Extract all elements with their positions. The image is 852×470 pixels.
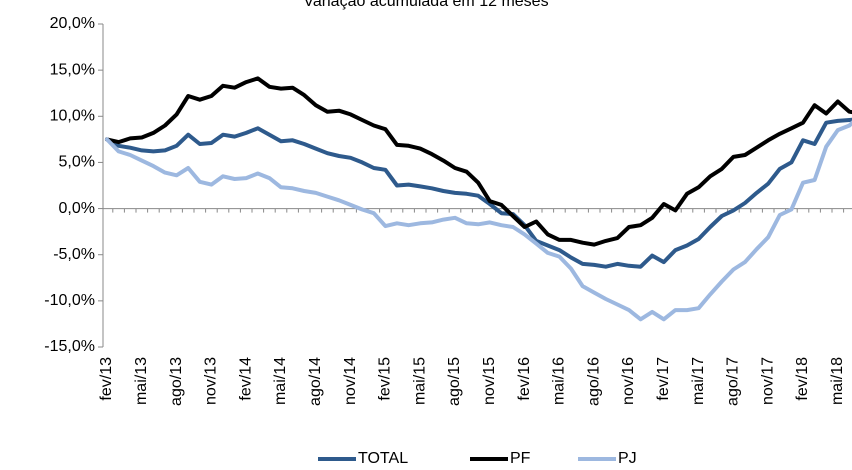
x-tick-label: nov/16 (620, 357, 637, 405)
x-tick-label: ago/14 (307, 357, 324, 406)
x-tick-label: fev/17 (655, 357, 672, 401)
y-tick-label: 15,0% (50, 61, 95, 78)
x-tick-label: ago/16 (585, 357, 602, 406)
legend-label: TOTAL (358, 450, 408, 467)
x-tick-label: fev/18 (794, 357, 811, 401)
x-tick-label: nov/14 (342, 357, 359, 405)
x-tick-label: mai/18 (829, 357, 846, 405)
x-tick-label: ago/17 (725, 357, 742, 406)
series-line (105, 120, 852, 322)
legend-label: PJ (618, 450, 637, 467)
x-tick-label: nov/17 (759, 357, 776, 405)
x-tick-label: ago/13 (168, 357, 185, 406)
x-tick-label: fev/14 (237, 357, 254, 401)
legend-label: PF (510, 450, 531, 467)
x-tick-label: mai/16 (551, 357, 568, 405)
x-tick-label: mai/17 (690, 357, 707, 405)
x-tick-label: fev/13 (98, 357, 115, 401)
x-tick-label: mai/14 (272, 357, 289, 405)
x-tick-label: nov/15 (481, 357, 498, 405)
x-tick-label: fev/15 (377, 357, 394, 401)
chart-title: Variação acumulada em 12 meses (303, 0, 548, 10)
x-tick-label: fev/16 (516, 357, 533, 401)
y-tick-label: 20,0% (50, 15, 95, 32)
y-tick-label: -5,0% (53, 246, 95, 263)
x-tick-label: mai/13 (133, 357, 150, 405)
x-tick-label: nov/13 (203, 357, 220, 405)
y-tick-label: -15,0% (44, 338, 95, 355)
y-tick-label: 10,0% (50, 108, 95, 125)
x-tick-label: mai/15 (411, 357, 428, 405)
y-tick-label: -10,0% (44, 292, 95, 309)
y-tick-label: 0,0% (59, 200, 95, 217)
series-line (105, 76, 852, 247)
y-tick-label: 5,0% (59, 154, 95, 171)
x-tick-label: ago/15 (446, 357, 463, 406)
series-line (105, 117, 852, 269)
